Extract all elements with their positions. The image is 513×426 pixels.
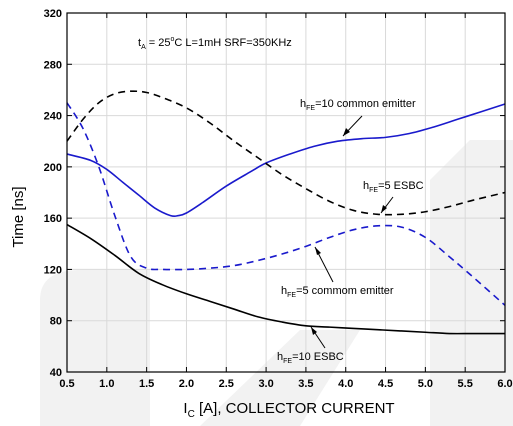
y-tick-label: 240 <box>44 111 62 123</box>
y-tick-label: 80 <box>50 316 62 328</box>
x-tick-label: 4.0 <box>338 378 353 390</box>
x-tick-label: 3.5 <box>298 378 313 390</box>
x-tick-label: 6.0 <box>497 378 512 390</box>
x-tick-label: 0.5 <box>59 378 74 390</box>
y-tick-label: 320 <box>44 8 62 20</box>
x-tick-label: 2.0 <box>179 378 194 390</box>
y-tick-label: 280 <box>44 59 62 71</box>
x-tick-label: 1.5 <box>139 378 154 390</box>
y-tick-label: 160 <box>44 213 62 225</box>
y-tick-label: 200 <box>44 162 62 174</box>
annotation-hfe10-common-emitter: hFE=10 common emitter <box>300 98 416 112</box>
x-tick-label: 5.5 <box>458 378 473 390</box>
annotation-hfe5-esbc: hFE=5 ESBC <box>363 180 424 194</box>
x-tick-label: 1.0 <box>99 378 114 390</box>
y-tick-label: 120 <box>44 264 62 276</box>
x-tick-label: 5.0 <box>418 378 433 390</box>
x-tick-label: 4.5 <box>378 378 393 390</box>
conditions-label: tA = 25oC L=1mH SRF=350KHz <box>138 36 292 51</box>
y-axis-title: Time [ns] <box>10 186 27 247</box>
arrow-hfe5-common-emitter <box>315 247 333 282</box>
x-tick-label: 3.0 <box>258 378 273 390</box>
x-tick-label: 2.5 <box>219 378 234 390</box>
annotation-hfe5-common-emitter: hFE=5 commom emitter <box>281 285 394 299</box>
arrow-hfe5-esbc <box>381 197 393 213</box>
arrows <box>311 116 393 348</box>
